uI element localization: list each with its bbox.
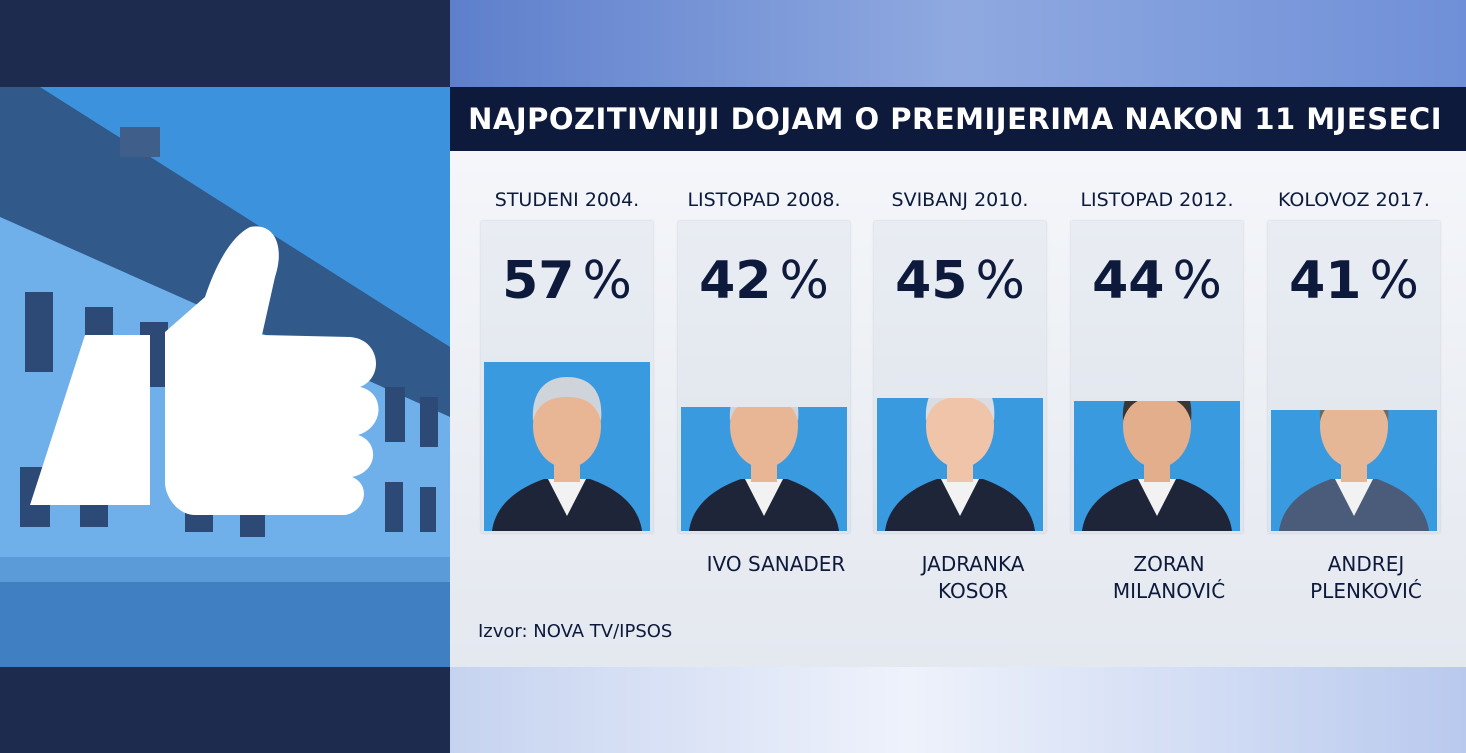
bar-column: 41%	[1268, 221, 1440, 533]
person-name: ANDREJ PLENKOVIĆ	[1310, 552, 1422, 603]
chart-title: NAJPOZITIVNIJI DOJAM O PREMIJERIMA NAKON…	[468, 102, 1442, 136]
bar	[484, 362, 650, 531]
bar-column: 44%	[1071, 221, 1243, 533]
chart-panel: Izvor: NOVA TV/IPSOS STUDENI 2004. 57% LIS…	[450, 151, 1466, 667]
thumbs-up-icon	[30, 226, 379, 515]
value-label: 57%	[502, 251, 632, 311]
bar-column: 42%	[678, 221, 850, 533]
category-label: LISTOPAD 2012.	[1080, 189, 1234, 211]
building-photo	[0, 87, 450, 667]
bar	[1074, 401, 1240, 531]
portrait-image	[492, 377, 642, 531]
background-photo	[0, 87, 450, 667]
bottom-band-right	[450, 667, 1466, 753]
person-name: IVO SANADER	[706, 552, 846, 576]
bar	[877, 398, 1043, 531]
portrait-image	[689, 407, 839, 531]
portrait-image	[1279, 410, 1429, 531]
bar-column: 45%	[874, 221, 1046, 533]
top-band-left	[0, 0, 450, 87]
bar-column: 57%	[481, 221, 653, 533]
category-label: SVIBANJ 2010.	[891, 189, 1029, 211]
category-label: KOLOVOZ 2017.	[1278, 189, 1430, 211]
bar	[1271, 410, 1437, 531]
person-name: JADRANKA KOSOR	[921, 552, 1025, 603]
category-label: LISTOPAD 2008.	[687, 189, 841, 211]
value-label: 45%	[895, 251, 1025, 311]
bottom-band-left	[0, 667, 450, 753]
value-label: 42%	[699, 251, 829, 311]
source-label: Izvor: NOVA TV/IPSOS	[478, 621, 673, 642]
top-band-right	[450, 0, 1466, 87]
portrait-image	[1082, 401, 1232, 531]
bar	[681, 407, 847, 531]
person-name: ZORAN MILANOVIĆ	[1112, 552, 1226, 603]
category-label: STUDENI 2004.	[494, 189, 640, 211]
value-label: 41%	[1289, 251, 1419, 311]
value-label: 44%	[1092, 251, 1222, 311]
title-bar: NAJPOZITIVNIJI DOJAM O PREMIJERIMA NAKON…	[450, 87, 1466, 151]
portrait-image	[885, 398, 1035, 531]
